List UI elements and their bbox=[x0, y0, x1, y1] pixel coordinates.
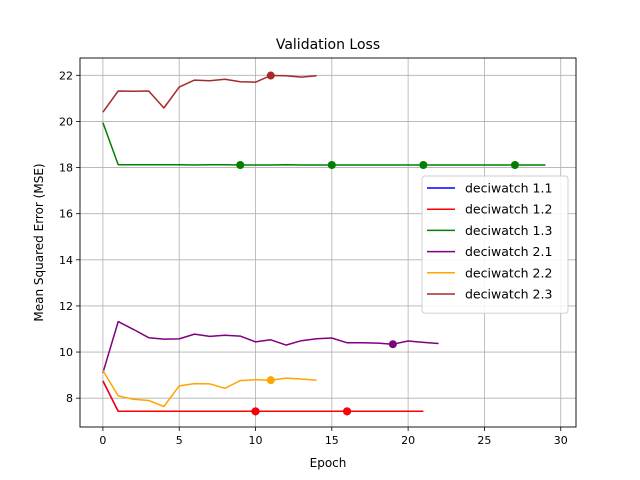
x-axis-label: Epoch bbox=[310, 456, 347, 470]
x-tick-label: 20 bbox=[401, 434, 415, 447]
x-tick-label: 25 bbox=[477, 434, 491, 447]
y-tick-label: 22 bbox=[59, 69, 73, 82]
y-tick-label: 10 bbox=[59, 346, 73, 359]
axis-ticks: 0 5 10 15 20 25 30 8 10 12 14 16 18 20 22 bbox=[59, 69, 568, 447]
chart-title: Validation Loss bbox=[276, 37, 380, 53]
y-axis-label: Mean Squared Error (MSE) bbox=[32, 163, 46, 321]
x-tick-label: 10 bbox=[249, 434, 263, 447]
legend-label: deciwatch 2.1 bbox=[465, 244, 552, 259]
series-markers bbox=[236, 71, 519, 416]
series-line bbox=[102, 320, 439, 374]
legend-label: deciwatch 2.3 bbox=[465, 287, 552, 302]
y-tick-label: 14 bbox=[59, 254, 73, 267]
series-line bbox=[102, 74, 317, 113]
series-line bbox=[102, 122, 546, 166]
y-tick-label: 16 bbox=[59, 208, 73, 221]
y-tick-label: 12 bbox=[59, 300, 73, 313]
series-marker bbox=[343, 407, 352, 416]
series-marker bbox=[266, 376, 275, 385]
series-marker bbox=[251, 407, 260, 416]
series-marker bbox=[510, 161, 519, 170]
y-tick-label: 20 bbox=[59, 115, 73, 128]
legend-label: deciwatch 1.1 bbox=[465, 181, 552, 196]
x-tick-label: 0 bbox=[99, 434, 106, 447]
legend-box bbox=[421, 175, 569, 314]
series-line bbox=[102, 370, 317, 408]
series-marker bbox=[419, 161, 428, 170]
series-marker bbox=[236, 161, 245, 170]
y-tick-label: 18 bbox=[59, 162, 73, 175]
y-tick-label: 8 bbox=[66, 392, 73, 405]
legend-label: deciwatch 1.3 bbox=[465, 223, 552, 238]
series-marker bbox=[327, 161, 336, 170]
x-tick-label: 30 bbox=[554, 434, 568, 447]
series-marker bbox=[266, 71, 275, 80]
legend-label: deciwatch 2.2 bbox=[465, 265, 552, 280]
legend-label: deciwatch 1.2 bbox=[465, 202, 552, 217]
x-tick-label: 5 bbox=[176, 434, 183, 447]
x-tick-label: 15 bbox=[325, 434, 339, 447]
plot-frame bbox=[79, 57, 577, 428]
legend: deciwatch 1.1 deciwatch 1.2 deciwatch 1.3 d… bbox=[421, 175, 569, 314]
series-marker bbox=[388, 340, 397, 349]
series-line bbox=[102, 380, 424, 413]
